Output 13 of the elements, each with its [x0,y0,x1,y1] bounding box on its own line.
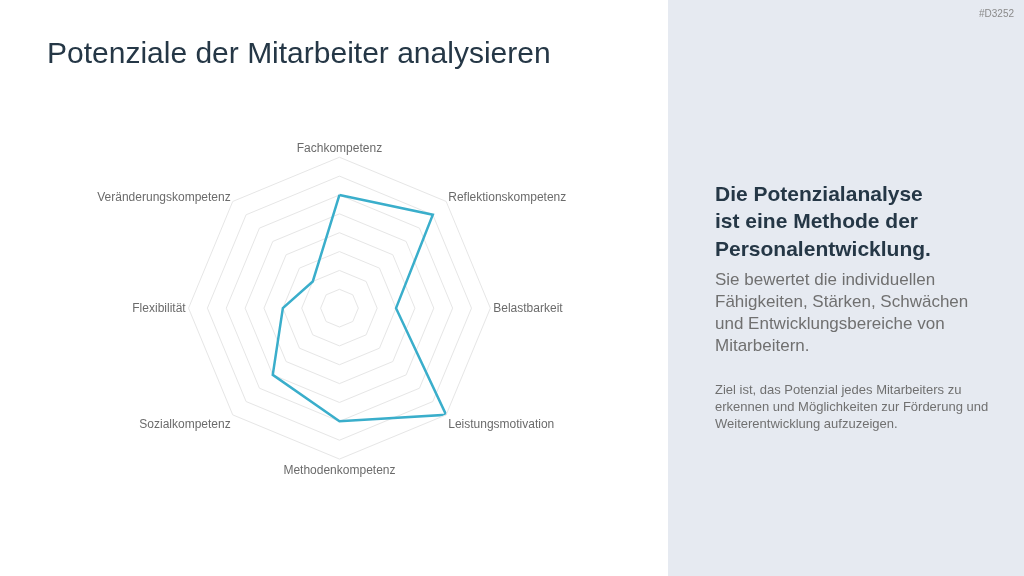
spoke-label: Reflektionskompetenz [448,189,567,204]
text: #D3252 [979,8,1015,19]
spoke-label: Veränderungskompetenz [97,189,231,204]
text: Ziel ist, das Potenzial jedes Mitarbeiters zu erkennen und Möglichkeiten zur Förderung und Weiterentwicklung aufzuzeigen. [715,382,989,431]
text: Die Potenzialanalyse ist eine Methode der Personalentwicklung. [715,182,931,260]
spoke-label: Flexibilität [132,301,187,316]
spoke-label: Leistungsmotivation [448,417,555,432]
spoke-label: Fachkompetenz [296,140,383,155]
spoke-label: Belastbarkeit [493,301,564,316]
spoke-label: Methodenkompetenz [283,462,396,477]
text: Sie bewertet die individuellen Fähigkeiten, Stärken, Schwächen und Entwicklungsbereiche von Mitarbeitern. [715,270,969,356]
spoke-label: Sozialkompetenz [139,417,231,432]
chart-title: Potenziale der Mitarbeiter analysieren [47,36,551,69]
